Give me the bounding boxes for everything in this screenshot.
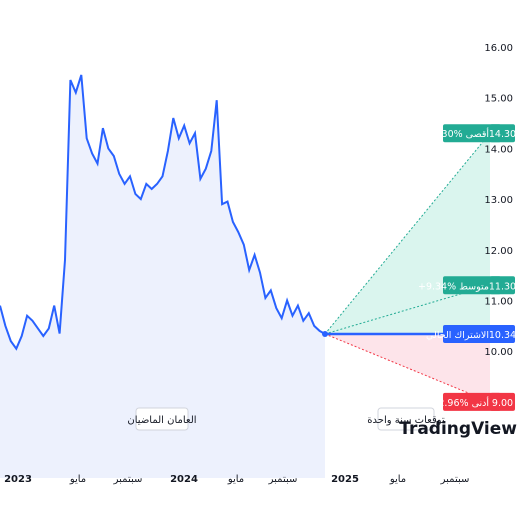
y-axis: 16.00 15.00 14.00 13.00 12.00 11.00 10.00 xyxy=(484,43,513,358)
forecast-fill-areas xyxy=(325,133,490,402)
x-tick-label: سبتمبر xyxy=(440,474,470,485)
forecast-lines xyxy=(322,132,491,403)
tradingview-logo-text: TradingView xyxy=(399,419,517,439)
current-price-point xyxy=(322,330,328,337)
average-forecast-line xyxy=(324,284,491,335)
x-tick-label: سبتمبر xyxy=(268,474,298,485)
high-badge-label: +38.30% أقصى xyxy=(418,127,489,140)
tradingview-logo: TradingView xyxy=(399,419,517,439)
average-value-badge xyxy=(490,276,515,295)
past-period-label-box: العامان الماضيان xyxy=(127,407,197,431)
x-tick-label: سبتمبر xyxy=(113,474,143,485)
low-badge xyxy=(443,392,501,411)
average-badge xyxy=(443,276,501,295)
low-forecast-line xyxy=(324,333,491,403)
y-tick-label: 11.00 xyxy=(484,297,513,308)
y-tick-label: 14.00 xyxy=(484,144,513,155)
low-value-label: 9.00 xyxy=(492,398,513,409)
future-period-label: توقعات سنة واحدة xyxy=(367,415,445,426)
y-tick-label: 13.00 xyxy=(484,195,513,206)
average-value-label: 11.30 xyxy=(489,281,516,292)
x-tick-label: مايو xyxy=(389,474,406,485)
low-badge-label: -12.96% أدنى xyxy=(429,396,489,409)
history-price-line xyxy=(0,74,326,351)
x-axis: 2023 مايو سبتمبر 2024 مايو سبتمبر 2025 مايو سبتم… xyxy=(4,474,469,485)
high-value-badge xyxy=(490,124,515,143)
future-period-label-box: توقعات سنة واحدة xyxy=(367,407,445,431)
y-tick-label: 12.00 xyxy=(484,246,513,257)
x-tick-label: مايو xyxy=(227,474,244,485)
high-forecast-line xyxy=(324,132,491,335)
current-badge xyxy=(443,324,501,343)
x-tick-label: مايو xyxy=(69,474,86,485)
past-period-label: العامان الماضيان xyxy=(127,415,196,426)
high-badge xyxy=(443,124,501,143)
current-badge-label: الاشتراك الحالي xyxy=(426,330,489,341)
current-value-badge xyxy=(490,324,515,343)
high-value-label: 14.30 xyxy=(489,129,516,140)
y-tick-label: 15.00 xyxy=(484,94,513,105)
forecast-badges: +38.30% أقصى 14.30 +9.34% متوسط 11.30 الاشتر… xyxy=(418,124,516,411)
y-tick-label: 16.00 xyxy=(484,43,513,54)
x-tick-label: 2025 xyxy=(331,474,359,485)
history-area-fill xyxy=(0,74,325,479)
low-value-badge xyxy=(490,392,515,411)
x-tick-label: 2023 xyxy=(4,474,32,485)
average-badge-label: +9.34% متوسط xyxy=(418,281,489,292)
x-tick-label: 2024 xyxy=(170,474,198,485)
y-tick-label: 10.00 xyxy=(484,347,513,358)
current-value-label: 10.34 xyxy=(489,330,516,341)
